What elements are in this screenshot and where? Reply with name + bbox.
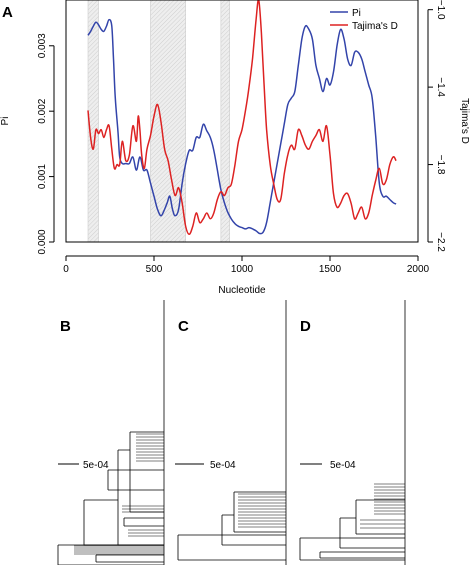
panel-label-d: D: [300, 318, 311, 335]
tree-c-branches: [177, 300, 287, 565]
tree-b-leaves-mid: [122, 505, 164, 537]
y-left-tick-label: 0.000: [37, 229, 48, 254]
tree-b-leaves-bottom: [74, 545, 164, 555]
panel-label-b: B: [60, 318, 71, 335]
legend: Pi Tajima's D: [330, 8, 398, 32]
y-right-tick-label: −2.2: [435, 232, 446, 252]
series-line-pi: [87, 18, 397, 235]
x-tick-label: 1500: [319, 264, 342, 275]
legend-label-pi: Pi: [352, 8, 361, 19]
y-left-tick-label: 0.001: [37, 164, 48, 189]
y-right-tick-label: −1.4: [435, 77, 446, 97]
tree-d-branches: [299, 300, 406, 565]
x-tick-label: 1000: [231, 264, 254, 275]
series-layer: [87, 0, 397, 236]
x-axis-label: Nucleotide: [218, 285, 266, 296]
y-left-tick-label: 0.002: [37, 98, 48, 123]
y-right-tick-label: −1.8: [435, 155, 446, 175]
y-left-tick-label: 0.003: [37, 33, 48, 58]
tree-b-branches: [57, 300, 165, 565]
tree-c-leaves: [238, 493, 286, 528]
legend-label-tajimas-d: Tajima's D: [352, 21, 398, 32]
panel-label-c: C: [178, 318, 189, 335]
tree-b-leaves-top: [136, 433, 164, 462]
tree-c-scale-label: 5e-04: [210, 460, 236, 471]
x-tick-label: 0: [63, 264, 69, 275]
shaded-regions: [87, 0, 230, 243]
y-axis-left: 0.000 0.001 0.002 0.003: [37, 33, 55, 255]
x-tick-label: 500: [146, 264, 163, 275]
phylogenetic-tree-b: B 5e-04: [57, 300, 165, 565]
y-axis-left-label: Pi: [0, 117, 11, 126]
x-tick-label: 2000: [407, 264, 430, 275]
y-right-tick-label: −1.0: [435, 0, 446, 20]
y-axis-right-label: Tajima's D: [459, 98, 470, 144]
tree-b-scale-label: 5e-04: [83, 460, 109, 471]
tree-d-scale-label: 5e-04: [330, 460, 356, 471]
phylogenetic-tree-c: C 5e-04: [175, 300, 287, 565]
tree-d-leaves: [360, 483, 405, 529]
phylogenetic-tree-d: D 5e-04: [299, 300, 406, 565]
plot-frame: [65, 0, 419, 243]
panel-label-a: A: [2, 4, 13, 21]
series-line-tajimas-d: [87, 0, 397, 236]
pi-tajimas-d-chart: A 0 500 1000 1500 2000 0.0000.0010.0020.003 …: [0, 0, 470, 296]
x-axis: 0 500 1000 1500 2000: [63, 255, 430, 275]
y-axis-right: −1.0 −1.4 −1.8 −2.2: [427, 0, 446, 252]
